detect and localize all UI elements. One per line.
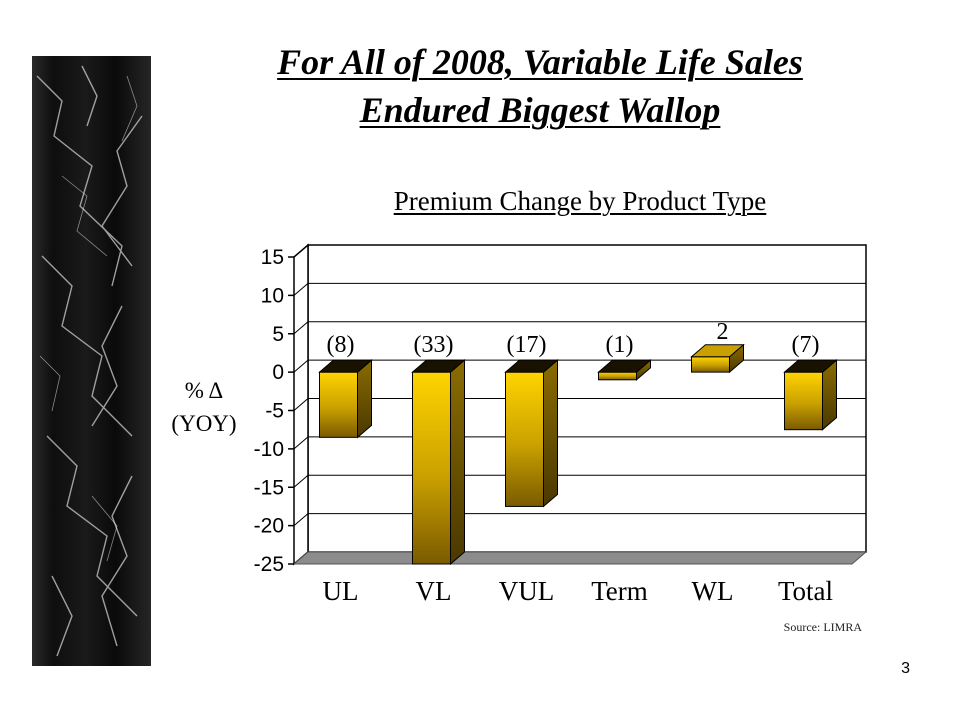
y-tick-label: -5: [265, 400, 284, 423]
x-category-label: Term: [591, 576, 648, 606]
data-label: (17): [507, 332, 547, 358]
y-tick-label: 15: [261, 246, 284, 269]
bar-front: [319, 371, 358, 438]
bar-top: [411, 359, 466, 373]
x-category-label: VL: [416, 576, 452, 606]
data-label: 2: [717, 319, 729, 345]
bars: [318, 343, 838, 566]
gridline: [293, 398, 866, 411]
gridline: [293, 436, 866, 450]
plot-floor: [292, 551, 868, 565]
x-category-label: WL: [692, 576, 734, 606]
slide-title-line-1: For All of 2008, Variable Life Sales: [277, 42, 803, 82]
bar-top: [504, 359, 559, 373]
bar-front: [784, 371, 823, 431]
data-label: (33): [414, 332, 454, 358]
gridline: [293, 282, 866, 296]
bar-vl: [411, 359, 466, 566]
gridline: [293, 321, 866, 335]
y-tick-label: 0: [272, 361, 284, 384]
bar-vul: [504, 359, 559, 508]
bar-total: [783, 359, 838, 431]
x-category-label: UL: [323, 576, 359, 606]
x-category-label: VUL: [499, 576, 555, 606]
y-tick-label: -15: [254, 476, 284, 499]
bar-front: [505, 371, 544, 507]
x-axis-categories: UL VL VUL Term WL Total: [323, 576, 834, 606]
data-label: (1): [606, 332, 634, 358]
source-note: Source: LIMRA: [783, 620, 862, 634]
gridlines: [293, 244, 866, 527]
slide-title: For All of 2008, Variable Life Sales End…: [190, 38, 890, 134]
gridline: [293, 359, 866, 373]
page-number: 3: [901, 660, 910, 677]
y-axis-label-line-2: (YOY): [171, 411, 237, 436]
y-axis-ticks: 15 10 5 0 -5 -10 -15 -20 -25: [254, 246, 294, 576]
gridline: [293, 244, 866, 258]
y-tick-label: 10: [261, 284, 284, 307]
data-labels: (8) (33) (17) (1) 2 (7): [327, 319, 820, 358]
chart-title: Premium Change by Product Type: [393, 186, 767, 216]
bar-top: [690, 344, 745, 358]
bar-top: [318, 359, 373, 373]
marble-veins: [36, 65, 143, 657]
marble-decorative-strip: [32, 56, 151, 666]
data-label: (7): [792, 332, 820, 358]
bar-side: [450, 359, 465, 566]
bar-term: [597, 359, 652, 381]
bar-side: [357, 359, 372, 439]
y-tick-label: -25: [254, 553, 284, 576]
plot-area: [292, 243, 868, 566]
y-axis-label-line-1: % Δ: [184, 378, 224, 403]
y-axis-label: % Δ (YOY): [160, 374, 248, 440]
bar-front: [691, 356, 730, 373]
bar-top: [783, 359, 838, 373]
slide-title-line-2: Endured Biggest Wallop: [359, 90, 721, 130]
y-tick-label: 5: [272, 323, 284, 346]
bar-side: [543, 359, 558, 508]
bar-front: [598, 371, 637, 381]
x-category-label: Total: [778, 576, 833, 606]
bar-wl: [690, 343, 745, 374]
gridline: [293, 513, 866, 527]
gridline: [293, 474, 866, 488]
y-tick-label: -20: [254, 515, 284, 538]
y-tick-label: -10: [254, 438, 284, 461]
bar-top: [597, 359, 652, 373]
data-label: (8): [327, 332, 355, 358]
bar-front: [412, 371, 451, 565]
bar-ul: [318, 359, 373, 439]
